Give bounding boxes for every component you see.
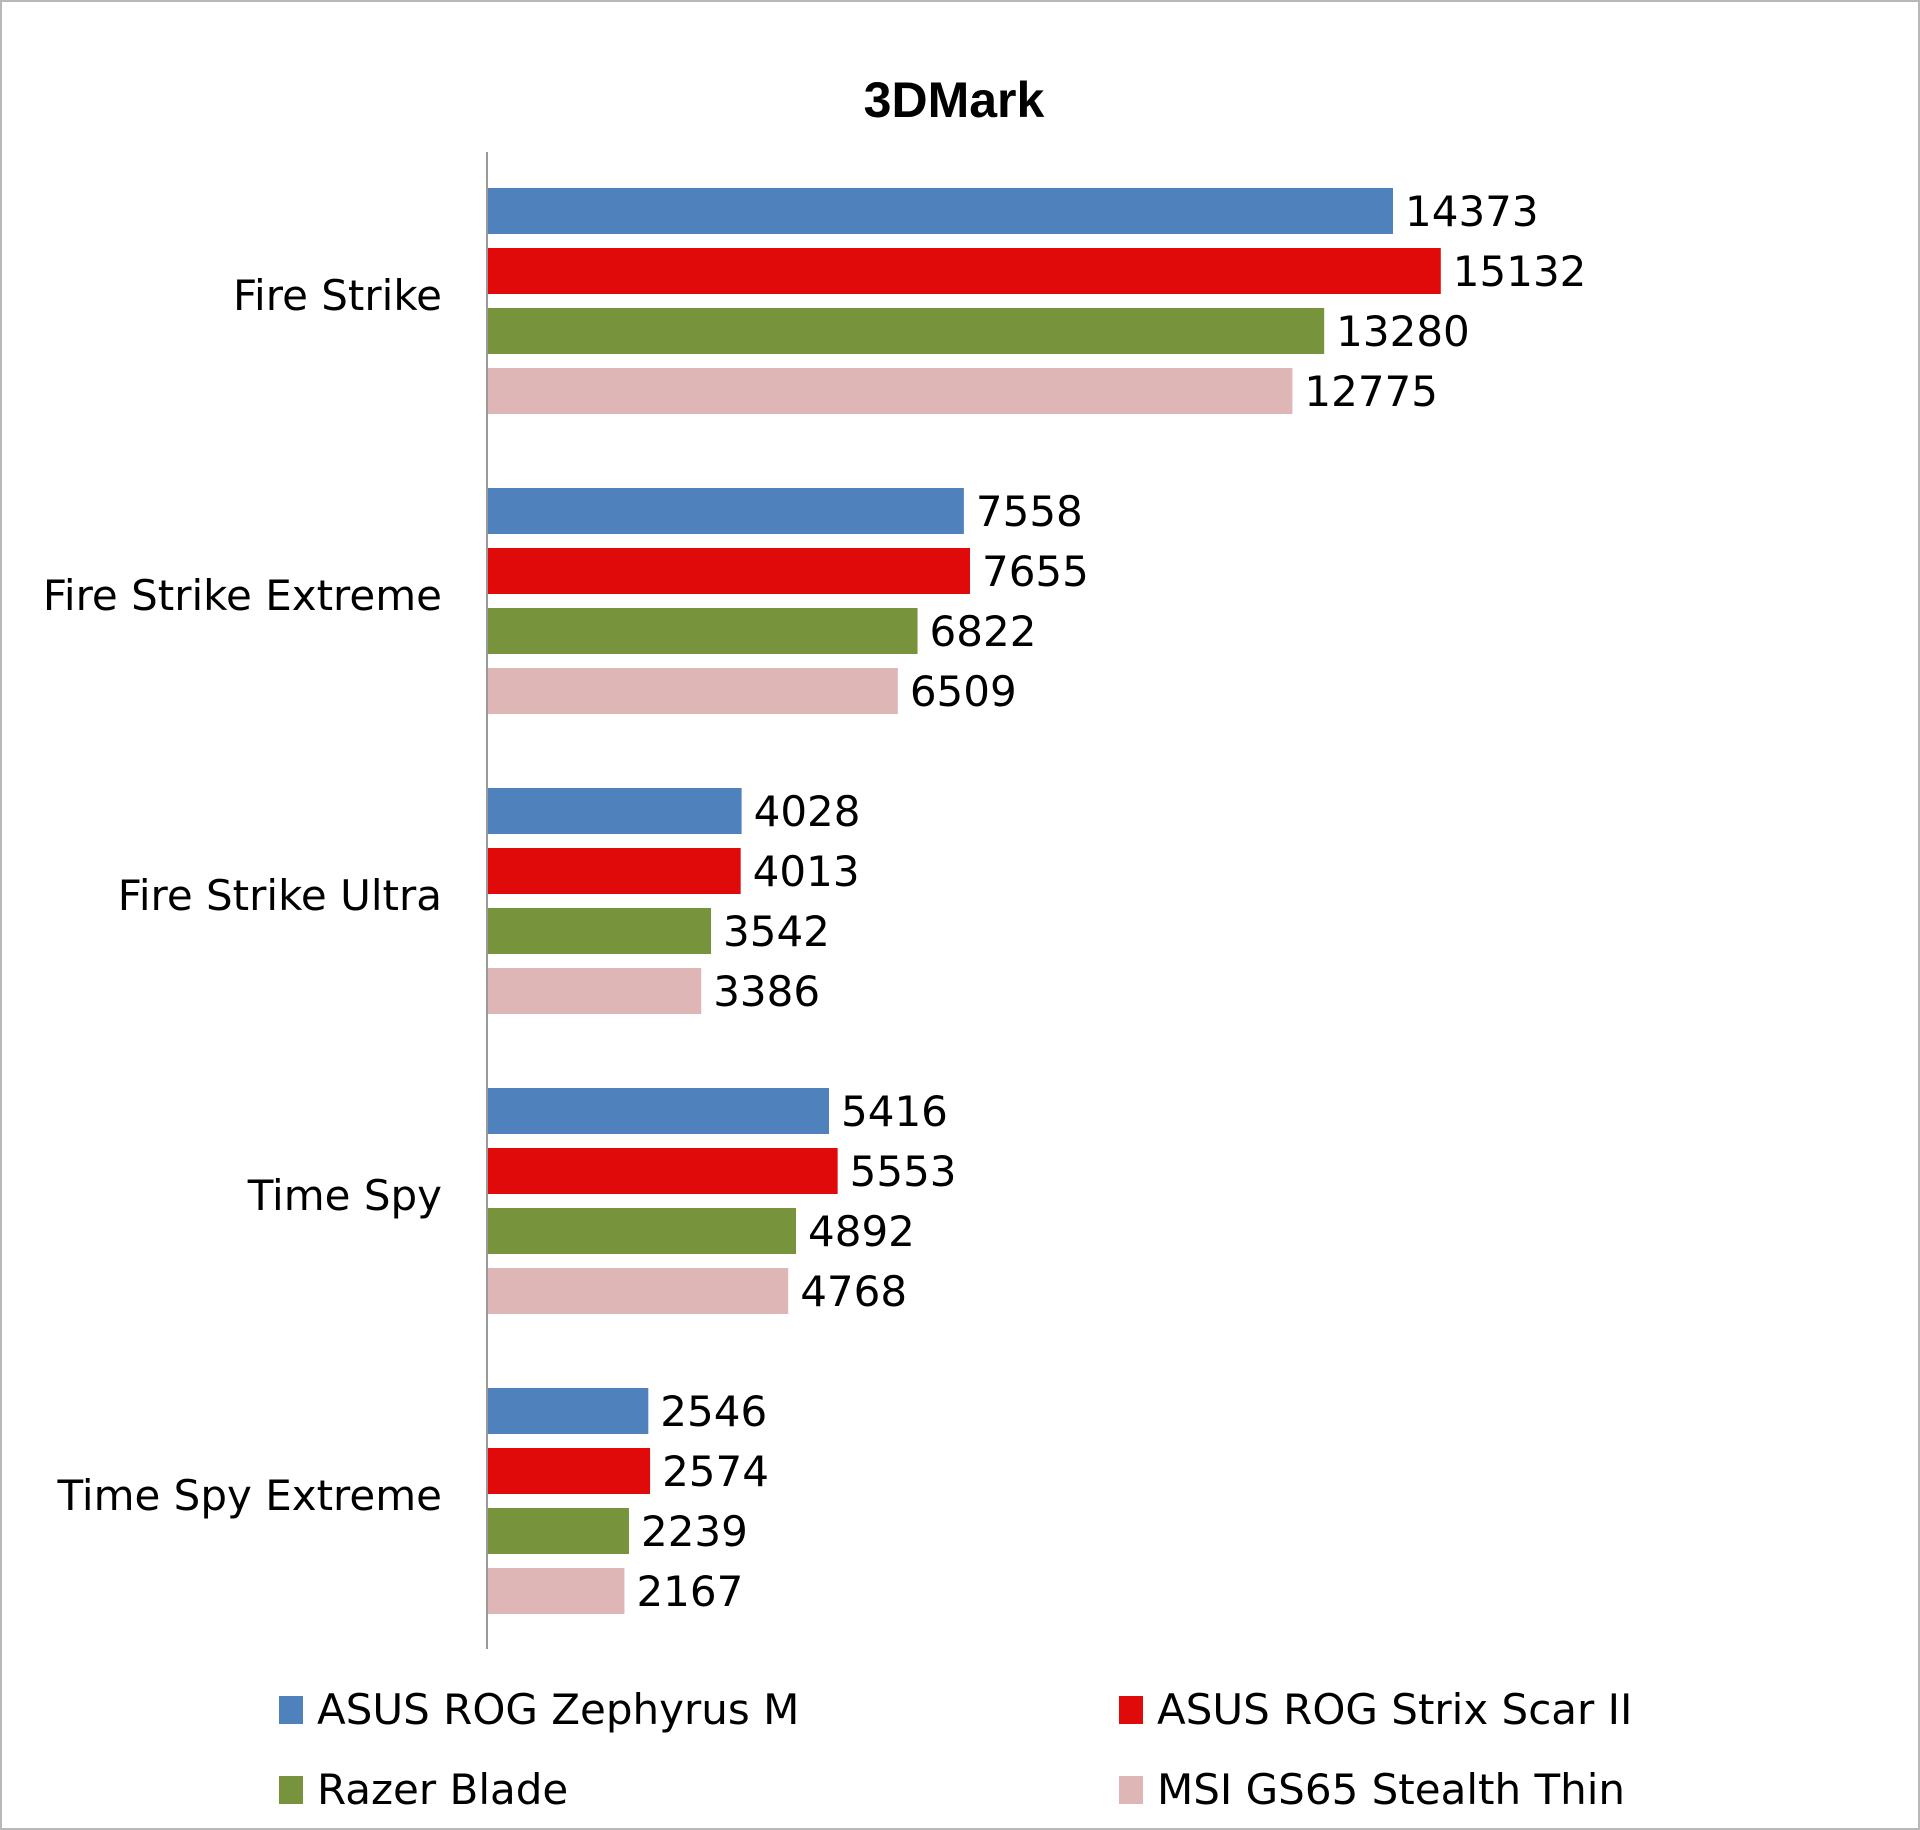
data-label: 4028: [754, 787, 861, 836]
legend-label: ASUS ROG Zephyrus M: [317, 1685, 799, 1734]
data-label: 6822: [930, 607, 1037, 656]
legend-label: ASUS ROG Strix Scar II: [1157, 1685, 1632, 1734]
bar: [488, 788, 742, 834]
bar: [488, 668, 898, 714]
bar: [488, 608, 918, 654]
labels-layer: 14373 15132 13280 12775 7558 7655 6822 6509 4028…: [636, 187, 1586, 1616]
data-label: 4013: [753, 847, 860, 896]
data-label: 12775: [1304, 367, 1438, 416]
category-label: Time Spy: [247, 1171, 442, 1220]
legend-swatch: [1119, 1776, 1143, 1804]
bar: [488, 1268, 789, 1314]
bar: [488, 1508, 629, 1554]
data-label: 14373: [1405, 187, 1539, 236]
bar: [488, 908, 712, 954]
bar: [488, 548, 970, 594]
bar: [488, 488, 964, 534]
bar: [488, 1448, 651, 1494]
bar: [488, 188, 1393, 234]
bar: [488, 968, 702, 1014]
legend-swatch: [279, 1776, 303, 1804]
data-label: 6509: [910, 667, 1017, 716]
bars-layer: [488, 188, 1441, 1614]
data-label: 15132: [1453, 247, 1587, 296]
data-label: 4892: [808, 1207, 915, 1256]
data-label: 5416: [841, 1087, 948, 1136]
data-label: 2546: [660, 1387, 767, 1436]
legend-label: MSI GS65 Stealth Thin: [1157, 1765, 1625, 1814]
chart-title: 3DMark: [864, 72, 1045, 128]
legend-swatch: [1119, 1696, 1143, 1724]
category-label: Fire Strike Extreme: [43, 571, 442, 620]
bar: [488, 308, 1325, 354]
bar: [488, 1388, 649, 1434]
bar: [488, 1208, 797, 1254]
data-label: 4768: [800, 1267, 907, 1316]
bar: [488, 248, 1441, 294]
bar: [488, 1148, 838, 1194]
bar: [488, 848, 741, 894]
data-label: 5553: [850, 1147, 957, 1196]
data-label: 3386: [713, 967, 820, 1016]
legend-label: Razer Blade: [317, 1765, 568, 1814]
data-label: 7655: [982, 547, 1089, 596]
category-label: Time Spy Extreme: [57, 1471, 442, 1520]
bar: [488, 1568, 625, 1614]
data-label: 3542: [723, 907, 830, 956]
data-label: 2574: [662, 1447, 769, 1496]
category-labels: Fire Strike Fire Strike Extreme Fire Strik…: [43, 271, 442, 1520]
bar: [488, 368, 1293, 414]
category-label: Fire Strike: [233, 271, 442, 320]
data-label: 7558: [976, 487, 1083, 536]
data-label: 2167: [636, 1567, 743, 1616]
legend-swatch: [279, 1696, 303, 1724]
data-label: 2239: [641, 1507, 748, 1556]
bar: [488, 1088, 830, 1134]
legend: ASUS ROG Zephyrus M ASUS ROG Strix Scar I…: [279, 1685, 1632, 1814]
data-label: 13280: [1336, 307, 1470, 356]
category-label: Fire Strike Ultra: [118, 871, 442, 920]
